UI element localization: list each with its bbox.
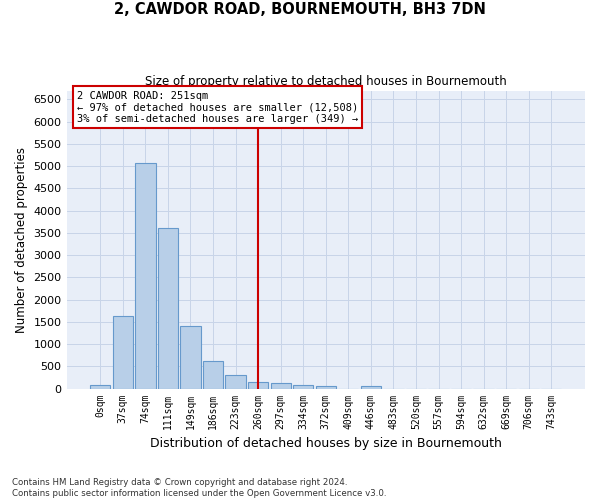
Bar: [316, 386, 336, 388]
Text: Contains HM Land Registry data © Crown copyright and database right 2024.
Contai: Contains HM Land Registry data © Crown c…: [12, 478, 386, 498]
Bar: [158, 228, 178, 388]
Bar: [135, 162, 155, 388]
Bar: [361, 386, 381, 388]
Bar: [226, 375, 246, 388]
Bar: [203, 361, 223, 388]
Bar: [271, 383, 291, 388]
Bar: [248, 382, 268, 388]
X-axis label: Distribution of detached houses by size in Bournemouth: Distribution of detached houses by size …: [150, 437, 502, 450]
Y-axis label: Number of detached properties: Number of detached properties: [15, 146, 28, 332]
Bar: [293, 386, 313, 388]
Text: 2, CAWDOR ROAD, BOURNEMOUTH, BH3 7DN: 2, CAWDOR ROAD, BOURNEMOUTH, BH3 7DN: [114, 2, 486, 18]
Bar: [181, 326, 200, 388]
Text: 2 CAWDOR ROAD: 251sqm
← 97% of detached houses are smaller (12,508)
3% of semi-d: 2 CAWDOR ROAD: 251sqm ← 97% of detached …: [77, 90, 358, 124]
Title: Size of property relative to detached houses in Bournemouth: Size of property relative to detached ho…: [145, 75, 506, 88]
Bar: [113, 316, 133, 388]
Bar: [90, 386, 110, 388]
